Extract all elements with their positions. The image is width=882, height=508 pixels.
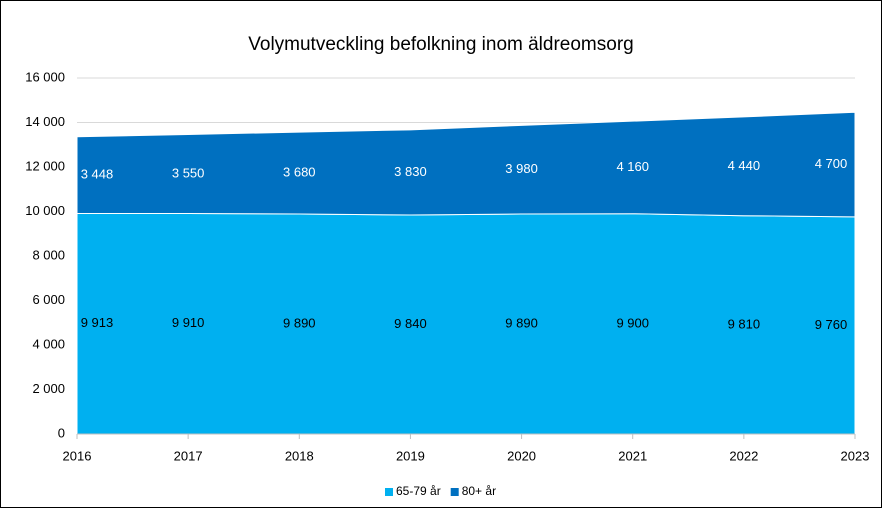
y-tick-label: 4 000 [32, 336, 65, 351]
x-tick-label: 2016 [63, 448, 92, 463]
data-label: 9 913 [81, 315, 114, 330]
y-tick-label: 8 000 [32, 247, 65, 262]
y-tick-label: 14 000 [25, 114, 65, 129]
y-tick-label: 10 000 [25, 203, 65, 218]
data-label: 3 448 [81, 167, 114, 182]
data-label: 9 910 [172, 315, 205, 330]
data-label: 3 830 [394, 164, 427, 179]
x-tick-label: 2020 [507, 448, 536, 463]
y-tick-label: 16 000 [25, 69, 65, 84]
x-tick-label: 2022 [729, 448, 758, 463]
chart-title: Volymutveckling befolkning inom äldreoms… [248, 34, 633, 55]
x-tick-label: 2017 [174, 448, 203, 463]
legend-label: 65-79 år [396, 484, 441, 498]
data-label: 9 890 [283, 315, 316, 330]
data-label: 4 700 [815, 156, 848, 171]
data-label: 4 440 [728, 158, 761, 173]
y-tick-label: 6 000 [32, 292, 65, 307]
legend-swatch [385, 488, 393, 496]
x-tick-label: 2023 [841, 448, 870, 463]
data-label: 9 840 [394, 316, 427, 331]
y-tick-label: 0 [58, 425, 65, 440]
area [76, 111, 856, 218]
data-label: 3 680 [283, 164, 316, 179]
x-tick-label: 2018 [285, 448, 314, 463]
data-label: 3 980 [505, 161, 538, 176]
data-label: 9 890 [505, 315, 538, 330]
data-label: 9 760 [815, 317, 848, 332]
data-label: 9 900 [616, 315, 649, 330]
data-label: 9 810 [728, 316, 761, 331]
legend-label: 80+ år [462, 484, 496, 498]
legend-swatch [450, 488, 459, 496]
data-label: 3 550 [172, 165, 205, 180]
y-tick-label: 12 000 [25, 158, 65, 173]
y-tick-label: 2 000 [32, 381, 65, 396]
data-label: 4 160 [616, 159, 649, 174]
x-tick-label: 2019 [396, 448, 425, 463]
x-tick-label: 2021 [618, 448, 647, 463]
